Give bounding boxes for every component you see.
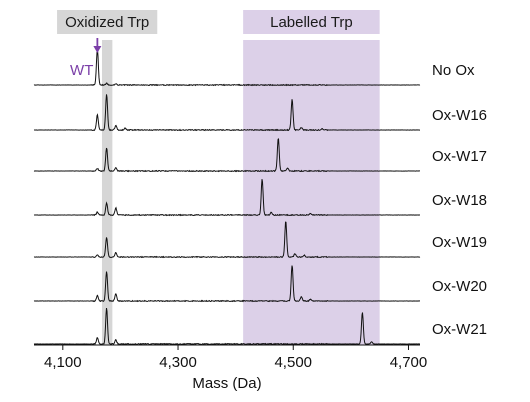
x-axis: 4,100 4,300 4,500 4,700 Mass (Da) — [34, 344, 428, 392]
trace-label-ox-w20: Ox-W20 — [432, 278, 487, 295]
trace-label-no-ox: No Ox — [432, 62, 475, 79]
trace-label-ox-w18: Ox-W18 — [432, 192, 487, 209]
spectrum-traces — [33, 49, 421, 346]
region-headers: Oxidized Trp Labelled Trp — [57, 10, 380, 34]
wt-arrow-head — [93, 46, 102, 53]
trace-ox-w18 — [33, 179, 420, 217]
wt-annotation: WT — [70, 38, 102, 79]
highlight-regions — [101, 40, 380, 345]
trace-ox-w21 — [33, 307, 421, 346]
trace-ox-w16 — [33, 94, 421, 132]
wt-label: WT — [70, 62, 93, 79]
x-axis-title: Mass (Da) — [192, 375, 261, 392]
trace-label-ox-w16: Ox-W16 — [432, 107, 487, 124]
trace-ox-w17 — [33, 138, 421, 173]
trace-label-ox-w21: Ox-W21 — [432, 321, 487, 338]
region-header-label-0: Oxidized Trp — [65, 14, 149, 31]
trace-ox-w20 — [33, 265, 421, 303]
highlight-region-0 — [101, 40, 113, 345]
x-tick-label-2: 4,500 — [274, 354, 312, 371]
region-header-label-1: Labelled Trp — [270, 14, 353, 31]
trace-label-ox-w17: Ox-W17 — [432, 148, 487, 165]
region-header-box-1 — [243, 10, 380, 34]
x-tick-label-0: 4,100 — [44, 354, 82, 371]
trace-labels: No Ox Ox-W16 Ox-W17 Ox-W18 Ox-W19 Ox-W20 Ox-W2… — [432, 62, 487, 338]
x-tick-label-1: 4,300 — [159, 354, 197, 371]
region-header-box-0 — [57, 10, 158, 34]
trace-no-ox — [33, 49, 421, 87]
trace-ox-w19 — [33, 221, 421, 259]
highlight-region-1 — [243, 40, 380, 345]
trace-label-ox-w19: Ox-W19 — [432, 234, 487, 251]
x-tick-label-3: 4,700 — [390, 354, 428, 371]
